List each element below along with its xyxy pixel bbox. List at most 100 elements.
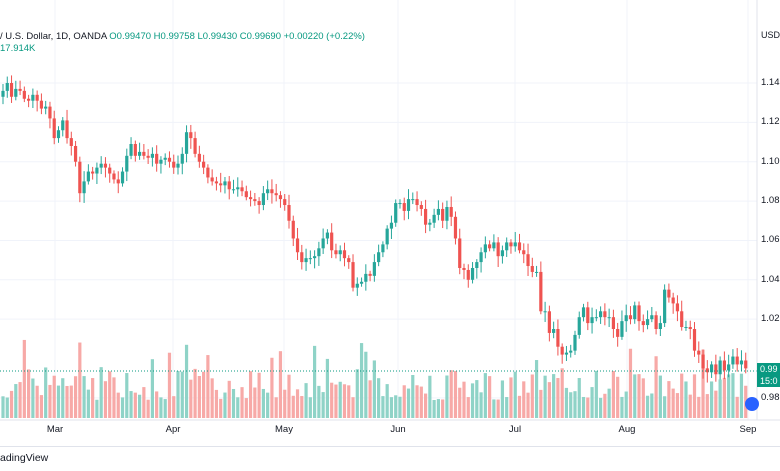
volume-bar — [705, 394, 709, 418]
candle-body — [330, 232, 334, 251]
candle-body — [334, 250, 338, 255]
volume-bar — [150, 359, 154, 418]
volume-bar — [684, 381, 688, 418]
footer-bar: adingView — [0, 446, 780, 471]
candle-body — [394, 203, 398, 223]
candle-body — [607, 317, 611, 319]
candle-body — [727, 364, 731, 371]
volume-bar — [522, 381, 526, 418]
volume-bar — [470, 383, 475, 418]
volume-bar — [616, 376, 620, 418]
candle-body — [317, 248, 321, 257]
candle-body — [603, 311, 607, 318]
candle-body — [99, 163, 103, 168]
volume-bar — [628, 348, 633, 418]
volume-bar — [530, 374, 534, 418]
candle-body — [385, 228, 389, 245]
x-tick-label: Jun — [390, 424, 406, 435]
y-tick-label: 1.10 — [761, 155, 780, 167]
volume-bar — [449, 370, 453, 418]
volume-bar — [210, 378, 214, 418]
candle-body — [240, 187, 244, 192]
volume-bar — [330, 382, 334, 418]
candle-body — [411, 199, 415, 201]
volume-bar — [112, 377, 116, 418]
price-chart[interactable] — [0, 0, 780, 446]
volume-bar — [586, 397, 590, 418]
candle-body — [581, 307, 586, 318]
candle-body — [483, 244, 487, 253]
candle-body — [82, 181, 86, 194]
volume-bar — [304, 383, 308, 418]
volume-bar — [462, 381, 466, 418]
candle-body — [645, 319, 650, 326]
volume-bar — [436, 399, 440, 418]
candle-body — [219, 183, 223, 186]
volume-bar — [739, 373, 744, 418]
candle-body — [692, 329, 697, 351]
volume-bar — [351, 397, 355, 418]
candle-body — [633, 305, 637, 320]
candle-body — [419, 205, 423, 209]
candle-body — [91, 171, 95, 174]
volume-bar — [257, 372, 261, 418]
volume-bar — [692, 374, 697, 418]
volume-bar — [334, 384, 338, 418]
volume-bar — [509, 377, 513, 418]
candle-body — [718, 360, 722, 375]
candle-body — [590, 317, 594, 324]
volume-bar — [543, 375, 547, 418]
volume-bar — [620, 396, 624, 418]
candle-body — [722, 360, 726, 371]
candle-body — [308, 258, 312, 260]
candle-body — [505, 242, 509, 251]
y-tick-label: 1.02 — [761, 313, 780, 325]
candle-body — [244, 191, 248, 198]
candle-body — [167, 157, 172, 162]
volume-bar — [120, 397, 125, 418]
open-value: O0.99470 — [109, 31, 152, 42]
volume-bar — [176, 370, 180, 418]
candle-body — [475, 262, 479, 268]
candle-body — [108, 167, 112, 174]
volume-bar — [274, 397, 278, 418]
candle-body — [291, 220, 295, 239]
candle-body — [573, 334, 577, 351]
y-tick-label: 1.06 — [761, 234, 780, 246]
candle-body — [688, 327, 692, 329]
volume-bar — [338, 381, 342, 418]
candle-body — [577, 317, 581, 335]
volume-bar — [368, 380, 372, 418]
volume-bar — [321, 392, 325, 418]
candle-body — [500, 250, 505, 257]
candle-body — [543, 311, 547, 313]
candle-body — [223, 181, 227, 186]
candle-body — [458, 238, 462, 268]
volume-bar — [27, 369, 31, 418]
candle-body — [714, 364, 718, 375]
volume-bar — [236, 397, 240, 418]
scale-settings-button[interactable] — [745, 397, 759, 411]
volume-bar — [573, 391, 577, 418]
close-value: C0.99690 — [239, 31, 281, 42]
volume-bar — [359, 343, 364, 418]
volume-bar — [5, 397, 9, 418]
volume-bar — [458, 387, 462, 418]
volume-bar — [445, 375, 449, 418]
volume-bar — [624, 391, 628, 418]
candle-body — [466, 269, 470, 280]
candle-body — [359, 281, 364, 284]
volume-bar — [248, 371, 253, 418]
candle-body — [479, 252, 483, 263]
volume-bar — [394, 395, 398, 418]
candle-body — [287, 205, 291, 221]
volume-bar — [163, 399, 167, 418]
volume-bar — [82, 376, 86, 418]
candle-body — [52, 118, 56, 139]
candle-body — [137, 151, 142, 156]
volume-bar — [505, 397, 509, 418]
candle-body — [697, 350, 701, 355]
volume-bars — [1, 339, 748, 418]
candle-body — [257, 201, 261, 206]
candle-body — [675, 303, 680, 312]
